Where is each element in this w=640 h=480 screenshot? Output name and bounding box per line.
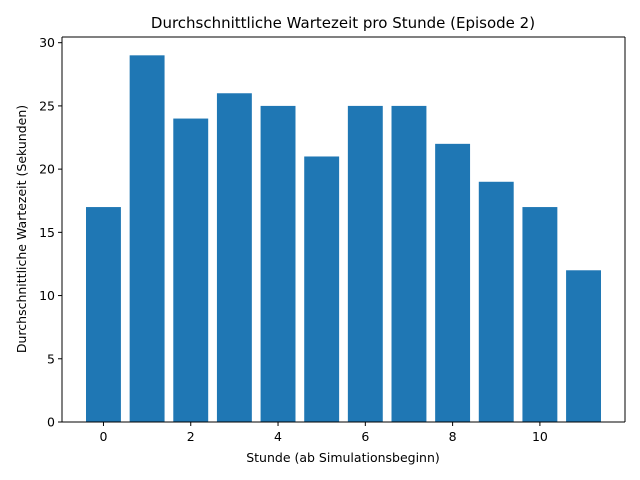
bar-hour-11 (566, 270, 601, 422)
x-axis-label: Stunde (ab Simulationsbeginn) (246, 450, 440, 465)
bar-hour-4 (260, 105, 296, 422)
chart-title: Durchschnittliche Wartezeit pro Stunde (… (151, 14, 535, 32)
x-tick-label: 2 (187, 429, 195, 444)
y-tick-label: 10 (39, 288, 55, 303)
bar-hour-10 (522, 207, 558, 422)
y-tick-label: 0 (47, 415, 55, 430)
bars-group (86, 55, 601, 423)
bar-hour-9 (478, 181, 514, 422)
bar-hour-1 (129, 55, 165, 422)
x-tick-label: 6 (361, 429, 369, 444)
x-ticks: 0 2 4 6 8 10 (99, 422, 548, 444)
bar-hour-3 (216, 93, 252, 422)
y-tick-label: 5 (47, 351, 55, 366)
bar-hour-5 (304, 156, 340, 423)
x-tick-label: 8 (449, 429, 457, 444)
x-tick-label: 10 (532, 429, 548, 444)
y-ticks: 0 5 10 15 20 25 30 (39, 35, 62, 430)
y-tick-label: 25 (39, 98, 55, 113)
bar-hour-8 (435, 143, 471, 422)
bar-hour-6 (347, 105, 383, 422)
y-tick-label: 20 (39, 162, 55, 177)
bar-hour-7 (391, 105, 427, 422)
bar-hour-2 (173, 118, 209, 423)
x-tick-label: 4 (274, 429, 282, 444)
y-tick-label: 15 (39, 225, 55, 240)
y-axis-label: Durchschnittliche Wartezeit (Sekunden) (14, 105, 29, 353)
x-tick-label: 0 (99, 429, 107, 444)
bar-hour-0 (86, 207, 121, 422)
axes (61, 36, 626, 423)
y-tick-label: 30 (39, 35, 55, 50)
